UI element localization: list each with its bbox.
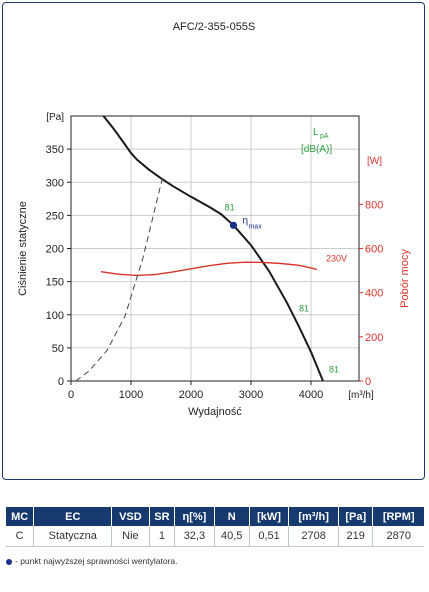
table-cell: C <box>6 526 35 547</box>
annotation-label: 230V <box>326 253 347 263</box>
table-cell: 32,3 <box>174 526 215 547</box>
header-cell: VSD <box>111 507 150 526</box>
y-unit-label: [Pa] <box>46 112 64 123</box>
chart-title: AFC/2-355-055S <box>173 21 256 33</box>
eta-max-label: η <box>242 215 248 226</box>
eta-max-dot-icon <box>6 558 12 565</box>
performance-chart: AFC/2-355-055S 0 50 100 150 200 250 300 350 [Pa] 0… <box>17 21 411 418</box>
y2-unit-label: [W] <box>367 156 382 167</box>
x-tick-label: 1000 <box>119 389 143 401</box>
header-cell: [RPM] <box>372 507 424 526</box>
x-tick-label: 4000 <box>299 389 323 401</box>
sound-unit-label: [dB(A)] <box>301 144 332 155</box>
footnote-text: - punkt najwyższej sprawności wentylator… <box>15 556 178 566</box>
header-cell: [Pa] <box>338 507 374 526</box>
x-tick-label: 0 <box>68 389 74 401</box>
header-cell: [kW] <box>249 507 290 526</box>
table-cell: 1 <box>149 526 176 547</box>
y2-tick-label: 600 <box>365 244 383 256</box>
x-tick-label: 2000 <box>179 389 203 401</box>
x-axis-title: Wydajność <box>188 406 242 418</box>
header-cell: EC <box>33 507 113 526</box>
annotation-label: 81 <box>299 303 309 313</box>
y2-tick-label: 400 <box>365 288 383 300</box>
y-tick-label: 50 <box>52 343 64 355</box>
y-tick-label: 100 <box>46 310 64 322</box>
footnote: - punkt najwyższej sprawności wentylator… <box>6 556 178 566</box>
series-line-power <box>100 261 318 277</box>
y-tick-label: 300 <box>46 177 64 189</box>
spec-table-header: MC EC VSD SR η[%] N [kW] [m³/h] [Pa] [RP… <box>6 507 424 526</box>
table-cell: 0,51 <box>249 526 290 547</box>
annotation-label: 81 <box>225 203 235 213</box>
table-cell: Nie <box>111 526 150 547</box>
y-tick-label: 150 <box>46 277 64 289</box>
table-cell: 2708 <box>288 526 340 547</box>
header-cell: SR <box>149 507 176 526</box>
table-cell: 2870 <box>372 526 424 547</box>
header-cell: η[%] <box>174 507 215 526</box>
series-line-system <box>75 178 163 382</box>
chart-frame <box>2 2 425 480</box>
y-axis-title: Ciśnienie statyczne <box>17 201 29 296</box>
table-row: C Statyczna Nie 1 32,3 40,5 0,51 2708 21… <box>6 526 424 547</box>
annotation-label: 81 <box>329 364 339 374</box>
eta-max-point <box>229 221 238 229</box>
y2-tick-label: 200 <box>365 332 383 344</box>
header-cell: MC <box>6 507 35 526</box>
y2-tick-label: 0 <box>365 376 371 388</box>
sound-label: L <box>313 127 319 138</box>
y2-tick-label: 800 <box>365 199 383 211</box>
y-tick-label: 200 <box>46 244 64 256</box>
y-tick-label: 250 <box>46 210 64 222</box>
header-cell: [m³/h] <box>288 507 340 526</box>
table-cell: Statyczna <box>33 526 113 547</box>
series-line-pressure <box>102 115 324 382</box>
x-tick-label: 3000 <box>239 389 263 401</box>
header-cell: N <box>214 507 250 526</box>
x-unit-label: [m³/h] <box>348 390 374 401</box>
sound-label-sub: pA <box>320 133 329 140</box>
table-cell: 40,5 <box>214 526 250 547</box>
y-tick-label: 350 <box>46 144 64 156</box>
eta-max-sub-label: max <box>248 223 262 230</box>
spec-table: MC EC VSD SR η[%] N [kW] [m³/h] [Pa] [RP… <box>6 507 424 547</box>
y-tick-label: 0 <box>58 376 64 388</box>
table-cell: 219 <box>338 526 374 547</box>
y2-axis-title: Pobór mocy <box>399 249 411 308</box>
